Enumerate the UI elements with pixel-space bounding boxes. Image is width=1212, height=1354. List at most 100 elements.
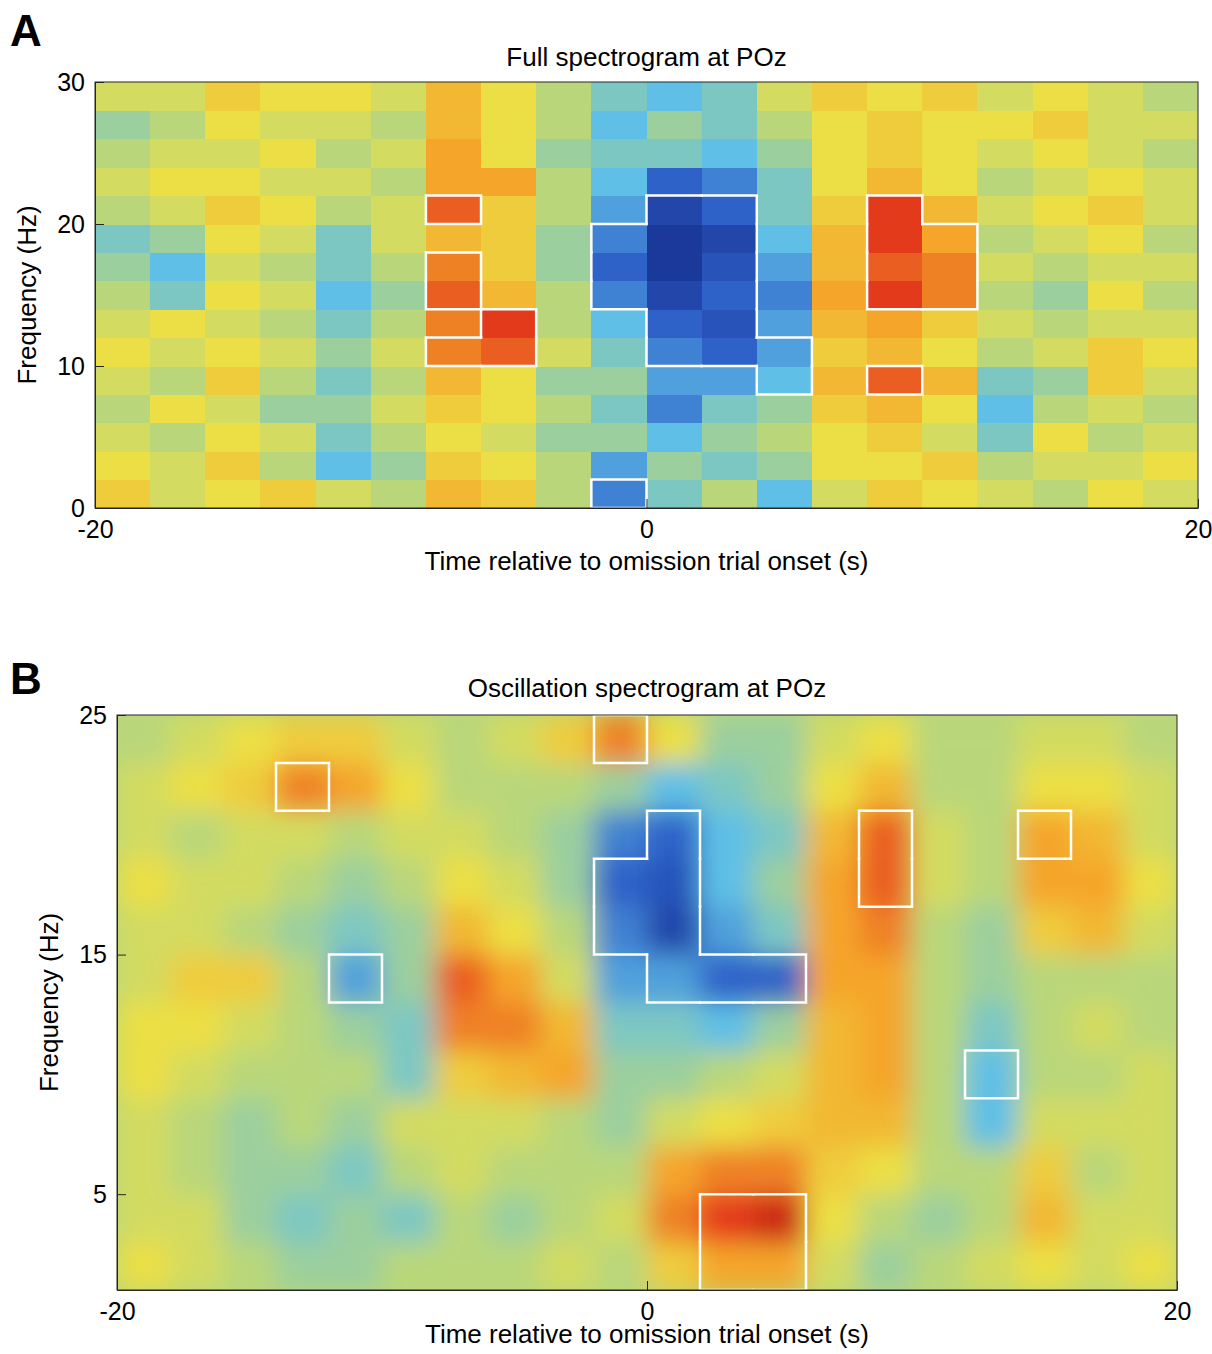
cell — [700, 715, 754, 764]
cell — [371, 224, 427, 253]
cell — [481, 366, 537, 395]
y-tick: 30 — [57, 68, 104, 96]
cell — [806, 1003, 860, 1052]
cell — [965, 859, 1019, 908]
cell — [316, 281, 372, 310]
cell — [536, 224, 592, 253]
cell — [1124, 1050, 1177, 1099]
cell — [150, 366, 206, 395]
significance-outline — [702, 365, 757, 368]
cell — [591, 338, 647, 367]
cell — [806, 1242, 860, 1290]
significance-outline — [594, 715, 647, 763]
cell — [426, 338, 482, 367]
cell — [753, 763, 807, 812]
cell — [541, 811, 595, 860]
cell — [702, 480, 758, 508]
cell — [753, 859, 807, 908]
cell — [316, 196, 372, 225]
cell — [481, 423, 537, 452]
cell — [859, 1146, 913, 1195]
cell — [647, 394, 703, 423]
cell — [753, 1003, 807, 1052]
cell — [382, 955, 436, 1004]
y-tick-label: 30 — [57, 68, 85, 96]
y-tick-mark — [117, 715, 126, 716]
cell — [806, 1146, 860, 1195]
cell — [481, 224, 537, 253]
cell — [95, 252, 151, 281]
cells — [117, 715, 1177, 1290]
cell — [702, 338, 758, 367]
cell — [753, 1194, 807, 1243]
cell — [977, 139, 1033, 168]
cell — [1143, 82, 1198, 111]
cell — [591, 252, 647, 281]
y-axis-line — [117, 716, 118, 1291]
cell — [1071, 811, 1125, 860]
cell — [1088, 224, 1144, 253]
cell — [536, 394, 592, 423]
cell — [488, 715, 542, 764]
cell — [753, 1050, 807, 1099]
cell — [150, 309, 206, 338]
cell — [753, 1146, 807, 1195]
cell — [702, 366, 758, 395]
cell — [700, 1242, 754, 1290]
cell — [702, 309, 758, 338]
cell — [260, 82, 316, 111]
cell — [594, 1098, 648, 1147]
cell — [912, 1242, 966, 1290]
cell — [488, 907, 542, 956]
cell — [329, 1050, 383, 1099]
cell — [1033, 338, 1089, 367]
cell — [647, 309, 703, 338]
cell — [329, 955, 383, 1004]
cell — [922, 366, 978, 395]
cell — [150, 480, 206, 508]
cell — [117, 715, 171, 764]
cell — [205, 82, 261, 111]
cell — [150, 394, 206, 423]
significance-outline — [699, 907, 702, 955]
cell — [382, 1098, 436, 1147]
cell — [435, 1146, 489, 1195]
cell — [488, 763, 542, 812]
cell — [757, 451, 813, 480]
cell — [488, 1146, 542, 1195]
cell — [95, 451, 151, 480]
cell — [117, 859, 171, 908]
cell — [812, 224, 868, 253]
cell — [223, 763, 277, 812]
cell — [1143, 224, 1198, 253]
cell — [316, 423, 372, 452]
cell — [591, 480, 647, 508]
plot-background — [117, 715, 1177, 1290]
cell — [1124, 859, 1177, 908]
cell — [700, 1050, 754, 1099]
cell — [481, 480, 537, 508]
cell — [260, 366, 316, 395]
cell — [965, 1050, 1019, 1099]
cell — [435, 907, 489, 956]
cell — [647, 480, 703, 508]
cell — [812, 281, 868, 310]
cell — [541, 1098, 595, 1147]
cell — [812, 423, 868, 452]
cell — [1033, 167, 1089, 196]
significance-outline — [591, 224, 646, 252]
cell — [922, 196, 978, 225]
cell — [1124, 907, 1177, 956]
cell — [859, 955, 913, 1004]
cell — [95, 394, 151, 423]
cell — [316, 82, 372, 111]
cell — [260, 224, 316, 253]
cell — [806, 763, 860, 812]
cell — [426, 451, 482, 480]
cell — [276, 763, 330, 812]
cell — [702, 139, 758, 168]
cell — [965, 715, 1019, 764]
cell — [977, 252, 1033, 281]
cell — [757, 281, 813, 310]
cell — [426, 167, 482, 196]
